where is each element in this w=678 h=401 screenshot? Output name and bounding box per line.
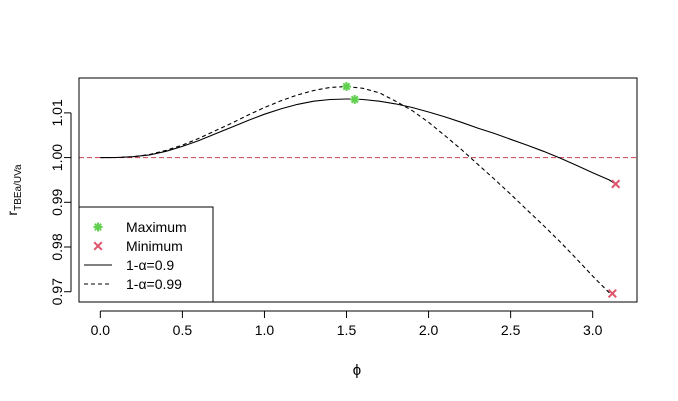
y-axis-label-sub: TBEa/UVa xyxy=(13,164,24,211)
svg-text:rTBEa/UVa: rTBEa/UVa xyxy=(4,164,24,216)
legend-item-1-0-99: 1-α=0.99 xyxy=(84,276,182,292)
y-tick-label: 0.97 xyxy=(49,278,65,305)
marker-maximum-0 xyxy=(342,81,352,91)
x-tick-label: 0.0 xyxy=(91,322,111,338)
legend-label: Maximum xyxy=(126,219,187,235)
x-axis-label: ϕ xyxy=(353,362,361,379)
legend-swatch-x xyxy=(93,241,103,251)
legend-item-1-0-9: 1-α=0.9 xyxy=(84,257,174,273)
x-tick-label: 0.5 xyxy=(173,322,193,338)
x-tick-label: 1.5 xyxy=(337,322,357,338)
y-tick-label: 0.98 xyxy=(49,233,65,260)
y-tick-label: 1.01 xyxy=(49,99,65,126)
marker-maximum-1 xyxy=(350,94,360,104)
x-axis: 0.0 0.5 1.0 1.5 2.0 2.5 3.0 xyxy=(91,310,603,338)
x-tick-label: 1.0 xyxy=(255,322,275,338)
y-axis-label: rTBEa/UVa xyxy=(4,164,24,216)
x-tick-label: 3.0 xyxy=(583,322,603,338)
legend-label: 1-α=0.9 xyxy=(126,257,174,273)
series-line-1-0-9 xyxy=(100,98,616,185)
y-tick-label: 1.00 xyxy=(49,144,65,171)
legend-item-maximum: Maximum xyxy=(93,219,187,235)
legend-item-minimum: Minimum xyxy=(93,238,183,254)
legend-label: 1-α=0.99 xyxy=(126,276,182,292)
markers-group xyxy=(342,81,621,299)
y-axis: 0.97 0.98 0.99 1.00 1.01 xyxy=(49,99,72,305)
series-line-1-0-99 xyxy=(100,85,613,295)
legend-swatch-asterisk xyxy=(93,222,103,232)
marker-minimum-1 xyxy=(607,288,617,299)
legend-box xyxy=(78,206,214,303)
marker-minimum-0 xyxy=(611,179,621,189)
x-tick-label: 2.5 xyxy=(501,322,521,338)
x-tick-label: 2.0 xyxy=(419,322,439,338)
legend-label: Minimum xyxy=(126,238,183,254)
plot-frame xyxy=(78,77,638,303)
y-tick-label: 0.99 xyxy=(49,188,65,215)
legend: Maximum Minimum 1-α=0.9 1-α=0.99 xyxy=(78,206,214,303)
y-axis-label-main: r xyxy=(4,211,20,216)
